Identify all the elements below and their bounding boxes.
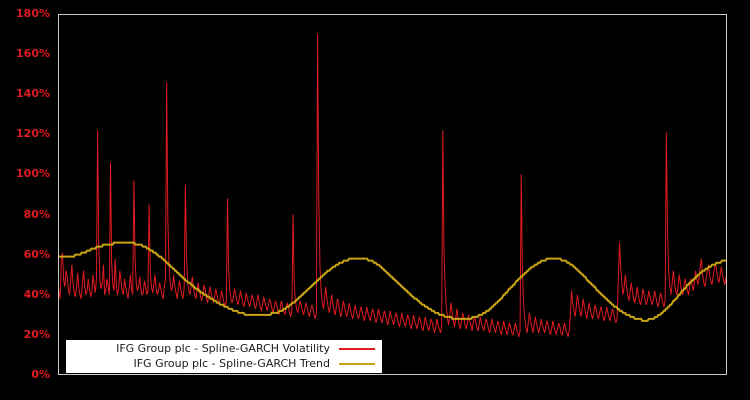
legend-item-label: IFG Group plc - Spline-GARCH Trend bbox=[133, 356, 330, 370]
y-axis-tick-label: 20% bbox=[23, 327, 50, 341]
y-axis-tick-label: 60% bbox=[23, 247, 50, 261]
y-axis-tick-label: 80% bbox=[23, 207, 50, 221]
series-trend-line bbox=[59, 241, 726, 322]
y-axis-tick-label: 0% bbox=[31, 368, 50, 381]
y-axis-tick-label: 100% bbox=[16, 167, 50, 181]
y-axis-tick-label: 40% bbox=[23, 287, 50, 301]
y-axis-tick-label: 140% bbox=[16, 87, 50, 101]
y-axis-tick-labels: 0% 20% 40% 60% 80% 100% 120% 140% 160% 180% bbox=[0, 0, 50, 400]
legend-item-label: IFG Group plc - Spline-GARCH Volatility bbox=[116, 342, 330, 356]
plot-svg bbox=[59, 34, 726, 338]
legend-item-trend[interactable]: IFG Group plc - Spline-GARCH Trend bbox=[67, 357, 375, 372]
legend-item-volatility[interactable]: IFG Group plc - Spline-GARCH Volatility bbox=[67, 342, 375, 357]
legend-swatch-volatility bbox=[339, 348, 375, 351]
plot-area bbox=[58, 14, 727, 375]
y-axis-tick-label: 160% bbox=[16, 47, 50, 61]
y-axis-tick-label: 180% bbox=[16, 7, 50, 20]
y-axis-tick-label: 120% bbox=[16, 127, 50, 141]
legend-swatch-trend bbox=[339, 362, 375, 365]
series-volatility-line bbox=[59, 34, 726, 338]
chart-legend: IFG Group plc - Spline-GARCH Volatility … bbox=[66, 340, 382, 373]
